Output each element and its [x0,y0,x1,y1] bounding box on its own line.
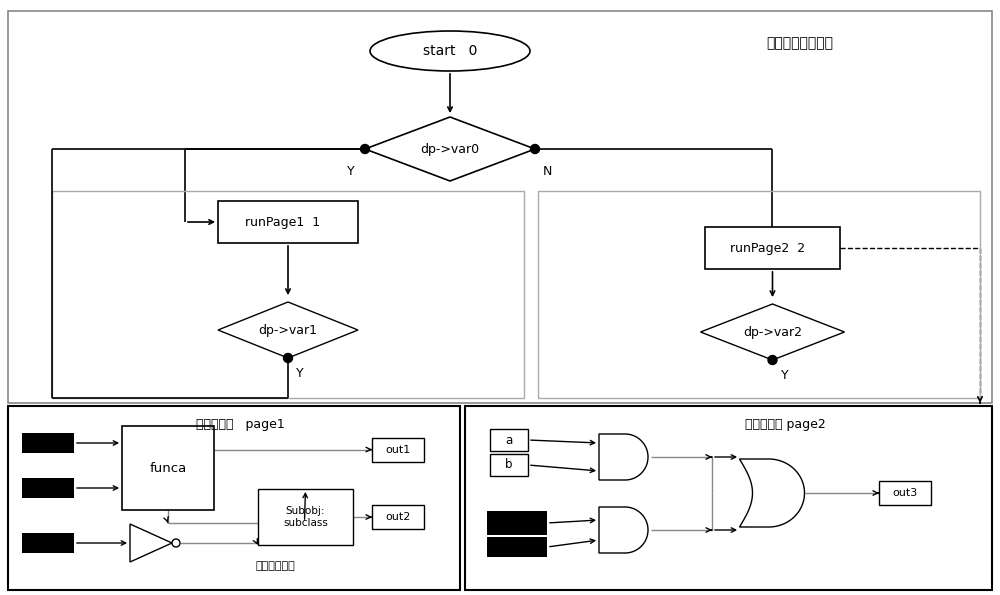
Text: N: N [543,164,552,177]
Text: 功能图子页面: 功能图子页面 [256,561,296,571]
Text: Y: Y [296,367,304,380]
Text: Y: Y [780,368,788,381]
FancyBboxPatch shape [372,505,424,529]
Polygon shape [218,302,358,358]
Text: runPage2  2: runPage2 2 [730,242,805,255]
FancyBboxPatch shape [22,478,74,498]
FancyBboxPatch shape [8,406,460,590]
Text: dp->var0: dp->var0 [420,142,480,155]
Polygon shape [365,117,535,181]
FancyBboxPatch shape [22,533,74,553]
Text: b: b [505,459,513,471]
FancyBboxPatch shape [258,489,353,545]
Polygon shape [740,459,804,527]
Circle shape [530,145,540,154]
Text: runPage1  1: runPage1 1 [245,215,321,228]
FancyBboxPatch shape [465,406,992,590]
Polygon shape [130,524,172,562]
Text: out3: out3 [892,488,918,498]
Text: Subobj:
subclass: Subobj: subclass [283,506,328,528]
Text: 顺序执行控制页面: 顺序执行控制页面 [767,36,834,50]
Text: a: a [505,434,513,446]
Text: Y: Y [347,164,355,177]
FancyBboxPatch shape [705,227,840,269]
FancyBboxPatch shape [490,429,528,451]
Polygon shape [599,434,648,480]
Text: out1: out1 [385,444,411,455]
Text: 执行步页面 page2: 执行步页面 page2 [745,418,825,431]
Text: dp->var2: dp->var2 [743,325,802,339]
Text: start   0: start 0 [423,44,477,58]
Text: funca: funca [149,462,187,474]
Text: 执行步页面   page1: 执行步页面 page1 [196,418,284,431]
FancyBboxPatch shape [218,201,358,243]
Circle shape [284,353,292,362]
FancyBboxPatch shape [372,437,424,462]
FancyBboxPatch shape [487,511,547,535]
FancyBboxPatch shape [22,433,74,453]
FancyBboxPatch shape [8,11,992,403]
Ellipse shape [370,31,530,71]
FancyBboxPatch shape [490,454,528,476]
Circle shape [768,355,777,365]
Polygon shape [700,304,844,360]
Circle shape [172,539,180,547]
Text: out2: out2 [385,512,411,522]
Text: dp->var1: dp->var1 [258,324,318,337]
FancyBboxPatch shape [879,481,931,505]
FancyBboxPatch shape [122,426,214,510]
Circle shape [360,145,370,154]
Polygon shape [599,507,648,553]
FancyBboxPatch shape [487,537,547,557]
